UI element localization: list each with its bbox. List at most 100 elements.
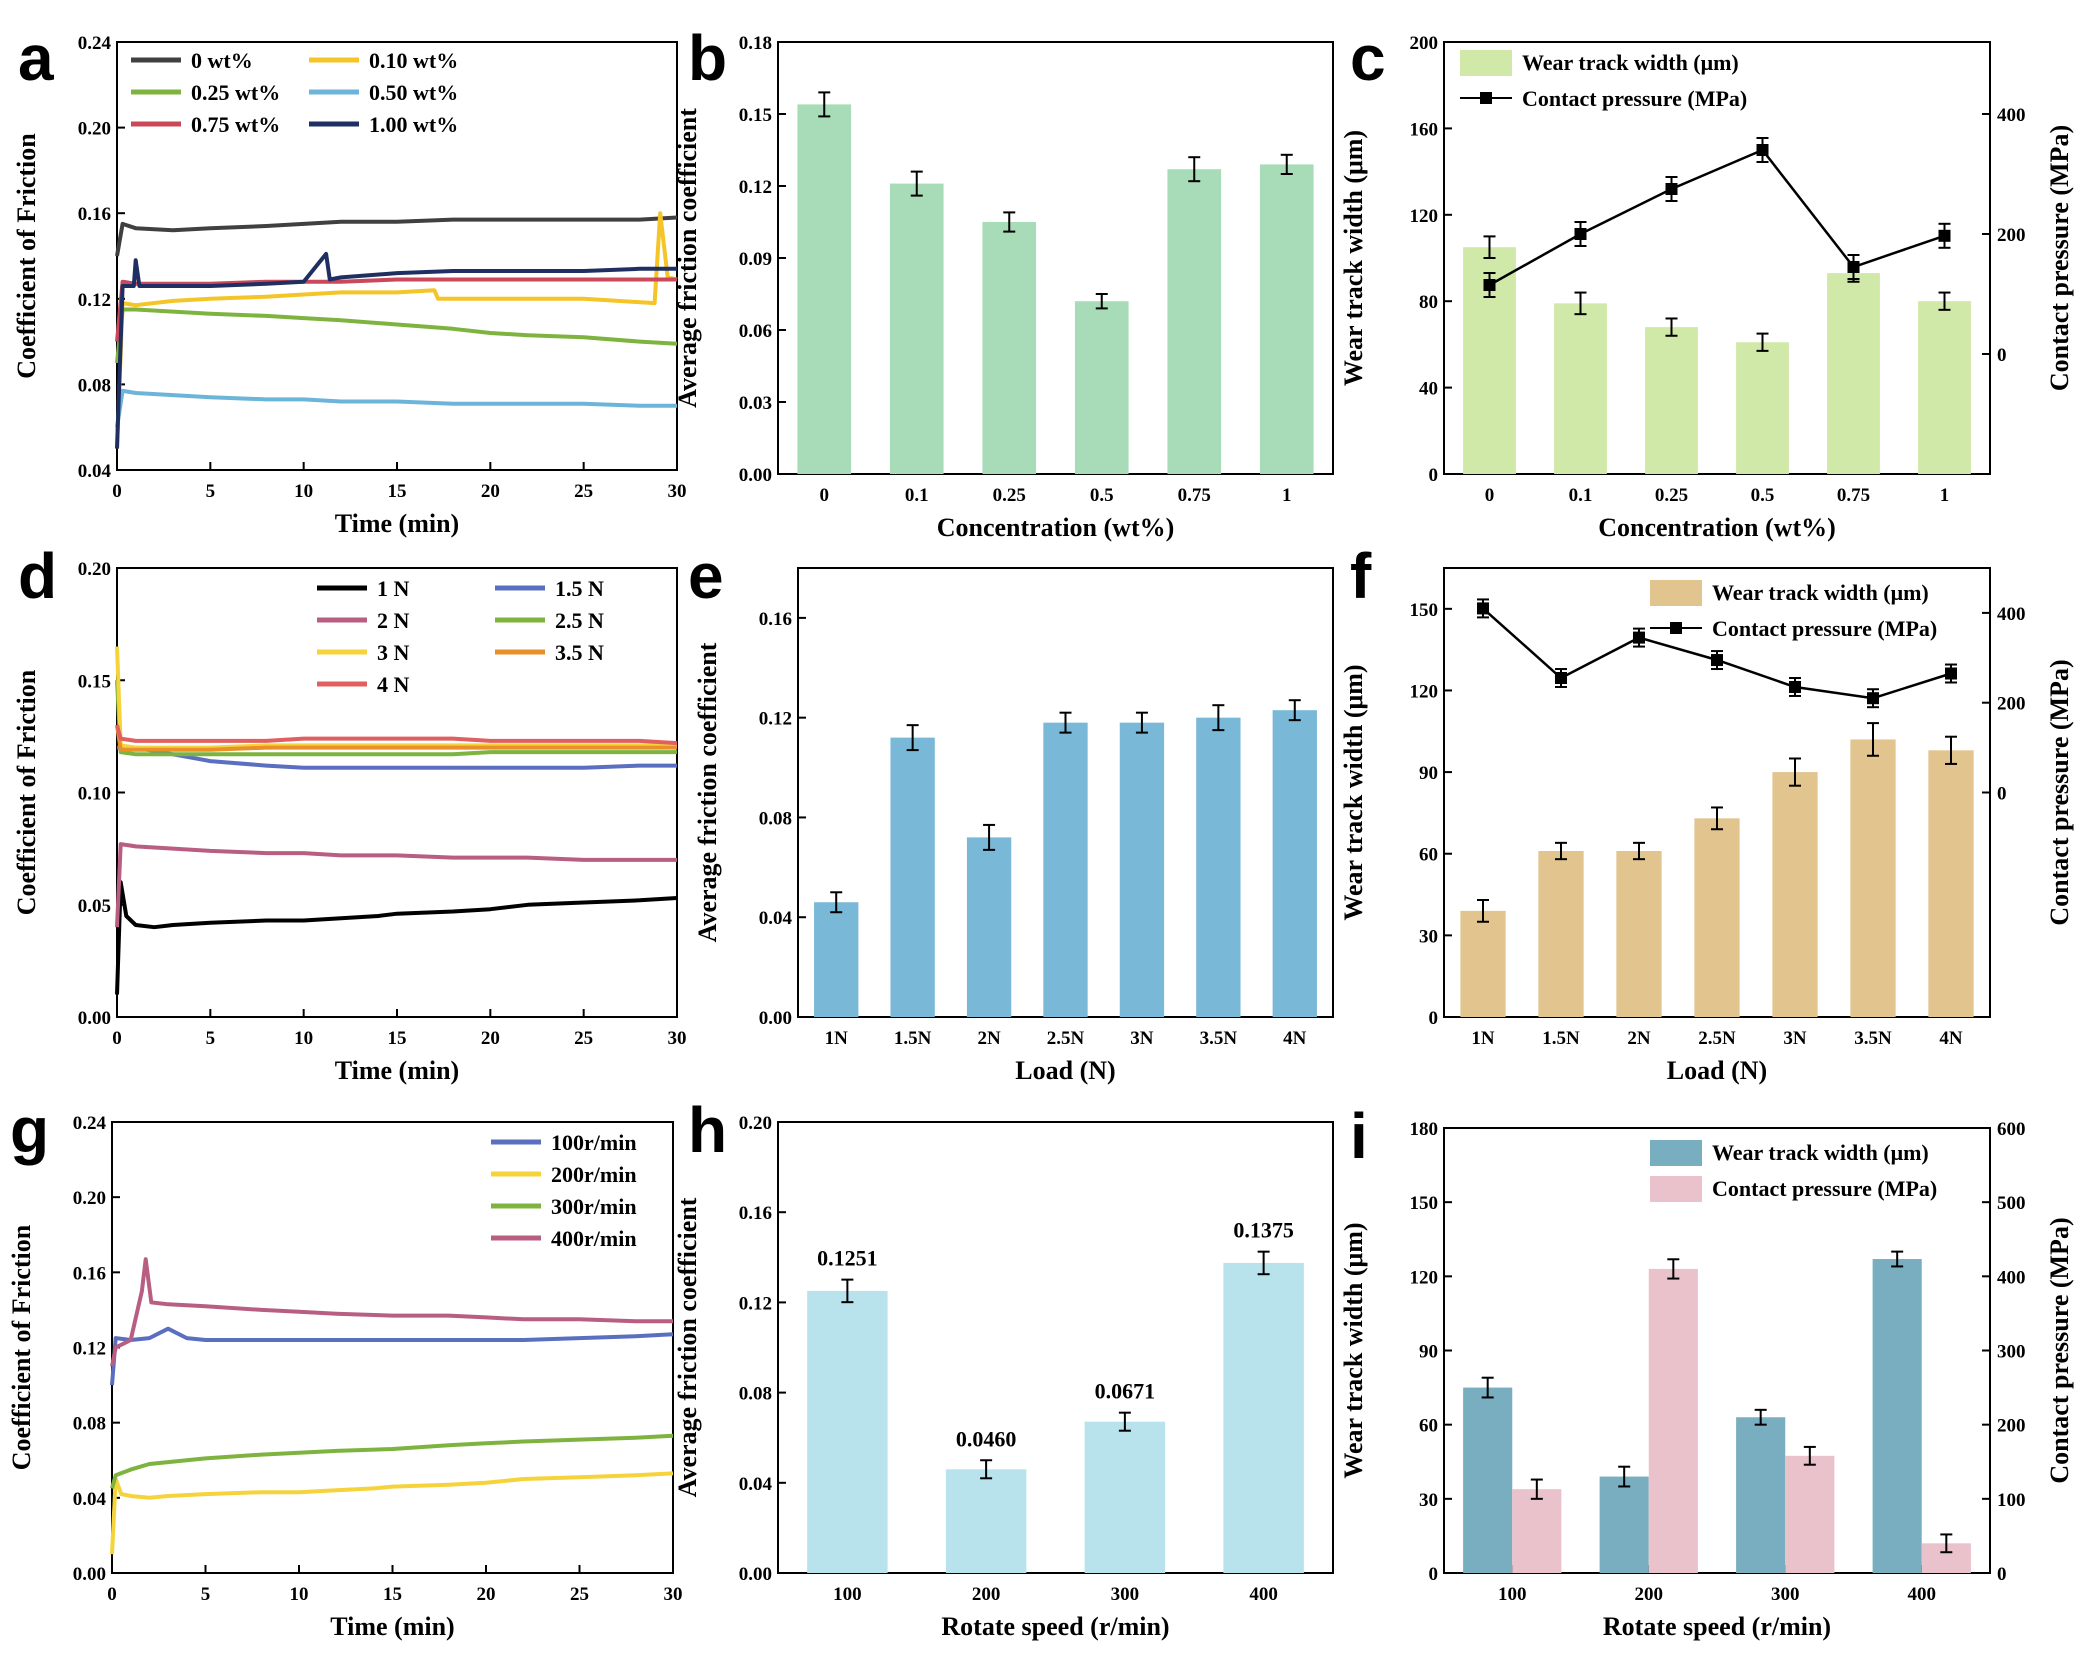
y-tick-label: 150 [1410,600,1439,621]
bar [1850,739,1896,1017]
series-line-3 [110,1257,673,1367]
x-tick-label: 3N [1130,1028,1154,1049]
y2-tick-label: 500 [1997,1193,2026,1214]
x-tick-label: 0.75 [1837,485,1870,506]
legend-label: 2.5 N [555,608,604,633]
bar [1554,303,1607,474]
y-tick-label: 0.12 [759,709,792,730]
x-tick-label: 20 [481,1028,500,1049]
panel-d: d 0.00 0.05 0.10 0.15 0.20 Time (min) Coefficie… [12,540,687,1085]
x-axis-label: Concentration (wt%) [1598,513,1836,542]
point-marker [1945,667,1957,680]
x-tick-label: 25 [574,481,593,502]
bar [1736,1417,1786,1573]
point-marker [1555,672,1567,685]
x-tick-label: 300 [1771,1584,1800,1605]
x-tick-label: 4N [1939,1028,1963,1049]
bar [1196,717,1241,1017]
x-tick-label: 2.5N [1047,1028,1085,1049]
x-axis-label: Time (min) [330,1612,454,1641]
legend-label: Wear track width (μm) [1522,50,1739,75]
bar [889,183,944,474]
legend-label: Wear track width (μm) [1712,1140,1929,1165]
x-tick-label: 0.75 [1178,485,1211,506]
y-tick-label: 0.00 [759,1008,792,1029]
panel-letter-a: a [18,22,54,94]
bar [982,222,1037,474]
y-tick-label: 90 [1419,763,1438,784]
y-tick-label: 60 [1419,1416,1438,1437]
x-tick-label: 2N [977,1028,1001,1049]
y-axis-label: Average friction coefficient [673,108,702,408]
data-label: 0.1375 [1233,1218,1294,1243]
x-tick-label: 100 [833,1584,862,1605]
plot-frame [116,567,678,1018]
x-tick-label: 15 [383,1584,402,1605]
y-tick-label: 30 [1419,926,1438,947]
x-tick-label: 30 [668,481,687,502]
y-tick-label: 0.00 [739,1564,772,1585]
x-tick-label: 0 [107,1584,117,1605]
series-line-3 [115,680,677,757]
plot-frame [1443,41,1991,475]
series-line-6 [115,724,678,746]
x-tick-label: 0.1 [1569,485,1593,506]
legend-label: Wear track width (μm) [1712,580,1929,605]
legend-swatch [1650,1176,1702,1202]
bar [1772,772,1818,1017]
series-line-1 [115,211,678,449]
y-tick-label: 90 [1419,1342,1438,1363]
x-tick-label: 0.1 [905,485,929,506]
plot-frame [777,41,1334,475]
x-tick-label: 1N [825,1028,849,1049]
y-tick-label: 0.09 [739,249,772,270]
y-tick-label: 0.20 [73,1188,106,1209]
bar [1259,164,1314,474]
y-axis-label: Average friction coefficient [673,1197,702,1497]
legend-label: Contact pressure (MPa) [1712,1176,1937,1201]
x-tick-label: 3.5N [1854,1028,1892,1049]
point-marker [1711,654,1723,667]
y-axis-label: Coefficient of Friction [12,133,41,379]
legend-label: 0 wt% [191,48,253,73]
y-tick-label: 60 [1419,845,1438,866]
x-tick-label: 5 [206,481,216,502]
panel-letter-g: g [10,1094,49,1166]
x-tick-label: 400 [1908,1584,1937,1605]
panel-f: f 0 30 60 90 120 150 0 200 400 Load (N) Wear track … [1339,540,2074,1085]
x-tick-label: 0 [820,485,830,506]
x-tick-label: 5 [201,1584,211,1605]
x-tick-label: 10 [294,481,313,502]
y2-axis-label: Contact pressure (MPa) [2045,659,2074,925]
series-line-0 [115,880,678,995]
x-tick-label: 200 [1635,1584,1664,1605]
legend-label: 0.25 wt% [191,80,280,105]
y-tick-label: 0.16 [759,609,792,630]
point-marker [1938,229,1951,242]
x-axis-label: Time (min) [335,509,459,538]
y2-tick-label: 600 [1997,1119,2026,1140]
y-tick-label: 0.15 [739,105,772,126]
y-tick-label: 0.20 [78,119,111,140]
y2-tick-label: 300 [1997,1342,2026,1363]
bar [1043,722,1088,1017]
x-axis-label: Rotate speed (r/min) [1603,1612,1831,1641]
y-tick-label: 0.04 [78,461,112,482]
series-line-5 [115,251,677,449]
y2-axis-label: Contact pressure (MPa) [2045,1217,2074,1483]
legend-swatch [1460,50,1512,76]
x-tick-label: 300 [1111,1584,1140,1605]
x-tick-label: 2.5N [1698,1028,1736,1049]
y-tick-label: 120 [1410,206,1439,227]
x-tick-label: 0 [112,1028,122,1049]
panel-letter-i: i [1350,1100,1368,1172]
panel-g: g 0.00 0.04 0.08 0.12 0.16 0.20 0.24 Time (min) C… [7,1094,683,1641]
series-line-0 [110,1326,674,1386]
series-line [1488,148,1945,287]
x-tick-label: 1 [1940,485,1950,506]
legend-swatch [1650,580,1702,606]
x-axis-label: Concentration (wt%) [937,513,1175,542]
x-tick-label: 200 [972,1584,1001,1605]
x-tick-label: 0.25 [993,485,1026,506]
bar [1645,327,1698,474]
